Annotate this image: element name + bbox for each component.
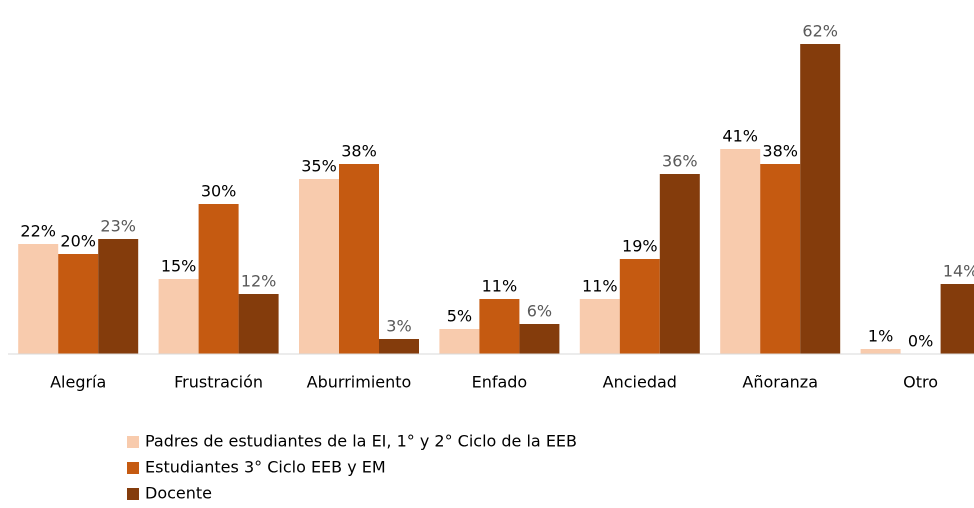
bar: [720, 149, 761, 354]
data-label: 6%: [527, 302, 552, 321]
x-tick-label: Enfado: [472, 373, 528, 392]
bar: [659, 174, 700, 354]
legend-label: Estudiantes 3° Ciclo EEB y EM: [145, 458, 386, 477]
data-label: 38%: [762, 142, 798, 161]
bar: [198, 204, 239, 354]
x-tick-label: Frustración: [174, 373, 263, 392]
data-label: 20%: [60, 232, 96, 251]
bar: [760, 164, 801, 354]
data-label: 14%: [943, 262, 974, 281]
data-label: 11%: [482, 277, 518, 296]
data-label: 19%: [622, 237, 658, 256]
bar: [299, 179, 339, 354]
data-label: 3%: [386, 317, 411, 336]
bar: [339, 164, 379, 354]
data-label: 41%: [722, 127, 758, 146]
data-label: 22%: [20, 222, 56, 241]
data-label: 38%: [341, 142, 377, 161]
data-label: 36%: [662, 152, 698, 171]
x-tick-label: Añoranza: [742, 373, 818, 392]
data-label: 23%: [100, 217, 136, 236]
data-label: 0%: [908, 332, 933, 351]
bar: [238, 294, 279, 354]
bar: [619, 259, 660, 354]
legend-label: Docente: [145, 484, 212, 503]
legend-label: Padres de estudiantes de la EI, 1° y 2° …: [145, 432, 577, 451]
x-tick-label: Otro: [903, 373, 938, 392]
bar: [58, 254, 99, 354]
data-label: 62%: [802, 22, 838, 41]
bar: [519, 324, 560, 354]
legend-swatch: [127, 488, 139, 500]
bar: [479, 299, 520, 354]
data-label: 35%: [301, 157, 337, 176]
data-label: 15%: [161, 257, 197, 276]
bar: [439, 329, 480, 354]
bar: [98, 239, 139, 354]
x-tick-label: Anciedad: [603, 373, 677, 392]
data-label: 5%: [447, 307, 472, 326]
data-label: 1%: [868, 327, 893, 346]
x-tick-label: Aburrimiento: [307, 373, 412, 392]
data-label: 12%: [241, 272, 277, 291]
legend-swatch: [127, 462, 139, 474]
legend-swatch: [127, 436, 139, 448]
bar: [800, 44, 841, 354]
bar: [379, 339, 419, 354]
bar: [940, 284, 974, 354]
bar: [579, 299, 620, 354]
bar: [18, 244, 59, 354]
bar: [158, 279, 199, 354]
bar: [860, 349, 901, 354]
data-label: 11%: [582, 277, 618, 296]
data-label: 30%: [201, 182, 237, 201]
x-tick-label: Alegría: [50, 373, 106, 392]
